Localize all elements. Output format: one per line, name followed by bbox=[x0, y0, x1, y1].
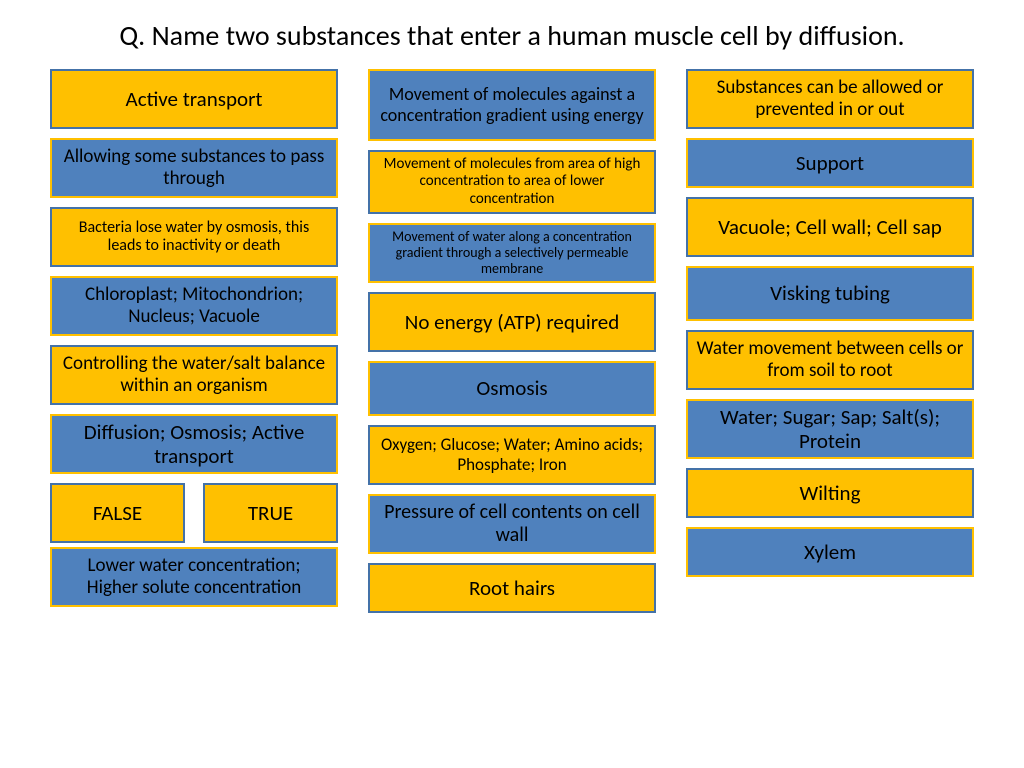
split-row: FALSETRUE bbox=[50, 483, 338, 538]
answer-card[interactable]: Movement of molecules against a concentr… bbox=[368, 69, 656, 141]
answer-card[interactable]: Wilting bbox=[686, 468, 974, 518]
answer-grid: Active transport Allowing some substances… bbox=[0, 67, 1024, 613]
answer-card[interactable]: Allowing some substances to pass through bbox=[50, 138, 338, 198]
answer-card[interactable]: Chloroplast; Mitochondrion; Nucleus; Vac… bbox=[50, 276, 338, 336]
answer-card[interactable]: Xylem bbox=[686, 527, 974, 577]
answer-card[interactable]: Substances can be allowed or prevented i… bbox=[686, 69, 974, 129]
answer-card[interactable]: FALSE bbox=[50, 483, 185, 543]
answer-card[interactable]: Support bbox=[686, 138, 974, 188]
answer-card[interactable]: Oxygen; Glucose; Water; Amino acids; Pho… bbox=[368, 425, 656, 485]
answer-card[interactable]: Vacuole; Cell wall; Cell sap bbox=[686, 197, 974, 257]
answer-card[interactable]: Lower water concentration; Higher solute… bbox=[50, 547, 338, 607]
answer-card[interactable]: Water movement between cells or from soi… bbox=[686, 330, 974, 390]
column-3: Substances can be allowed or prevented i… bbox=[686, 69, 974, 613]
answer-card[interactable]: Pressure of cell contents on cell wall bbox=[368, 494, 656, 554]
answer-card[interactable]: TRUE bbox=[203, 483, 338, 543]
answer-card[interactable]: Osmosis bbox=[368, 361, 656, 416]
answer-card[interactable]: Visking tubing bbox=[686, 266, 974, 321]
answer-card[interactable]: Movement of molecules from area of high … bbox=[368, 150, 656, 214]
answer-card[interactable]: Bacteria lose water by osmosis, this lea… bbox=[50, 207, 338, 267]
column-1: Active transport Allowing some substances… bbox=[50, 69, 338, 613]
answer-card[interactable]: Active transport bbox=[50, 69, 338, 129]
answer-card[interactable]: Controlling the water/salt balance withi… bbox=[50, 345, 338, 405]
answer-card[interactable]: Diffusion; Osmosis; Active transport bbox=[50, 414, 338, 474]
column-2: Movement of molecules against a concentr… bbox=[368, 69, 656, 613]
question-title: Q. Name two substances that enter a huma… bbox=[0, 0, 1024, 67]
answer-card[interactable]: Movement of water along a concentration … bbox=[368, 223, 656, 283]
answer-card[interactable]: Water; Sugar; Sap; Salt(s); Protein bbox=[686, 399, 974, 459]
answer-card[interactable]: No energy (ATP) required bbox=[368, 292, 656, 352]
answer-card[interactable]: Root hairs bbox=[368, 563, 656, 613]
